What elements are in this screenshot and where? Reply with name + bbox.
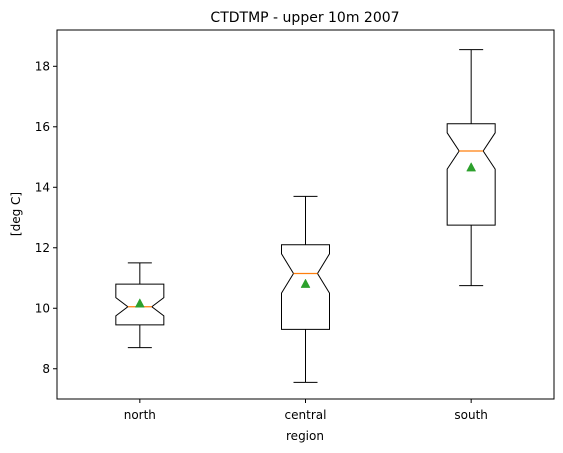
y-tick-label: 8	[42, 362, 50, 376]
y-tick-label: 10	[35, 301, 50, 315]
y-tick-label: 16	[35, 120, 50, 134]
mean-marker-central	[300, 278, 311, 288]
y-tick-label: 12	[35, 241, 50, 255]
mean-marker-north	[134, 298, 145, 308]
x-tick-label: central	[285, 408, 327, 422]
box-south	[446, 123, 496, 226]
plot-area: 8 10 12 14 16 18 north central south	[35, 49, 496, 422]
x-axis-label: region	[286, 429, 324, 443]
x-tick-label: north	[124, 408, 156, 422]
y-axis-label: [deg C]	[9, 192, 23, 236]
y-tick-label: 18	[35, 59, 50, 73]
box-central	[281, 244, 330, 330]
box-north	[115, 283, 165, 326]
chart-title: CTDTMP - upper 10m 2007	[210, 10, 399, 26]
axes-frame	[56, 29, 555, 400]
x-tick-label: south	[454, 408, 488, 422]
y-tick-label: 14	[35, 180, 50, 194]
mean-marker-south	[466, 162, 477, 172]
